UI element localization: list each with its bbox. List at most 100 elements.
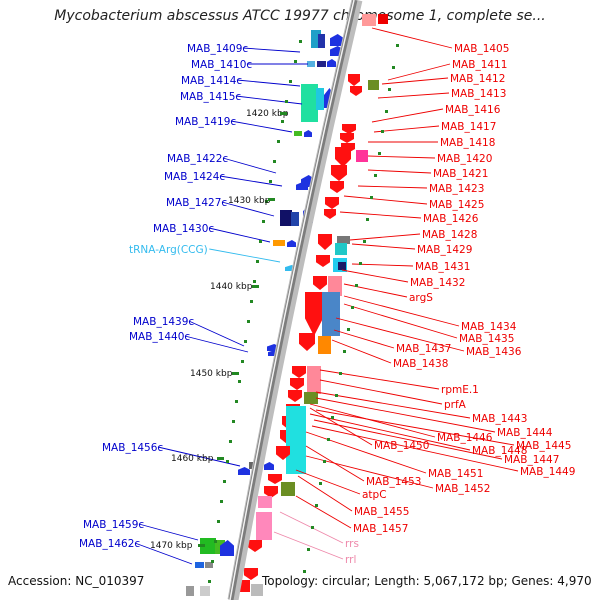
plus-strand-gene-arrow[interactable] [276, 446, 290, 460]
gene-label-right[interactable]: MAB_1411 [452, 59, 507, 71]
gene-label-right[interactable]: MAB_1425 [429, 199, 484, 211]
gene-label-right[interactable]: MAB_1431 [415, 261, 470, 273]
gene-label-right[interactable]: MAB_1446 [437, 432, 493, 444]
minus-strand-gene[interactable] [200, 586, 210, 596]
gene-label-left[interactable]: MAB_1419c [175, 116, 236, 128]
minus-strand-gene[interactable] [200, 538, 216, 554]
gene-label-right[interactable]: MAB_1417 [441, 121, 496, 133]
gene-label-left[interactable]: MAB_1462c [79, 538, 140, 550]
gene-label-left[interactable]: MAB_1409c [187, 43, 248, 55]
plus-strand-gene[interactable] [337, 236, 350, 244]
minus-strand-gene-arrow[interactable] [287, 240, 296, 247]
gene-label-left[interactable]: MAB_1456c [102, 442, 163, 454]
plus-strand-gene-arrow[interactable] [292, 366, 306, 378]
gene-label-left[interactable]: MAB_1427c [166, 197, 227, 209]
gene-label-right[interactable]: MAB_1428 [422, 229, 477, 241]
plus-strand-gene[interactable] [318, 336, 331, 354]
gene-label-right[interactable]: MAB_1447 [504, 454, 559, 466]
plus-strand-gene[interactable] [368, 80, 379, 90]
minus-strand-gene[interactable] [317, 61, 326, 67]
gene-label-right[interactable]: MAB_1438 [393, 358, 448, 370]
gene-label-right[interactable]: MAB_1457 [353, 523, 408, 535]
gene-label-right[interactable]: MAB_1448 [472, 445, 527, 457]
gene-label-left[interactable]: MAB_1422c [167, 153, 228, 165]
minus-strand-gene[interactable] [195, 562, 204, 568]
rrna-label[interactable]: rrl [345, 554, 356, 566]
plus-strand-gene-arrow[interactable] [324, 209, 336, 219]
gene-label-right[interactable]: rpmE.1 [441, 384, 479, 396]
gene-label-left[interactable]: MAB_1414c [181, 75, 242, 87]
plus-strand-gene-arrow[interactable] [318, 234, 332, 250]
gene-label-right[interactable]: MAB_1413 [451, 88, 506, 100]
plus-strand-gene[interactable] [322, 292, 340, 336]
gene-label-right[interactable]: MAB_1444 [497, 427, 553, 439]
minus-strand-gene[interactable] [316, 88, 324, 110]
plus-strand-gene-arrow[interactable] [342, 124, 356, 134]
plus-strand-gene-arrow[interactable] [268, 474, 282, 484]
gene-label-right[interactable]: MAB_1429 [417, 244, 472, 256]
plus-strand-gene-arrow[interactable] [316, 255, 330, 267]
plus-strand-gene-arrow[interactable] [264, 486, 278, 498]
minus-strand-gene-arrow[interactable] [304, 130, 312, 137]
plus-strand-gene-arrow[interactable] [290, 378, 304, 390]
gene-label-right[interactable]: MAB_1432 [410, 277, 465, 289]
minus-strand-gene[interactable] [280, 210, 292, 226]
minus-strand-gene-arrow[interactable] [296, 182, 308, 190]
plus-strand-gene[interactable] [338, 262, 346, 270]
gene-label-right[interactable]: MAB_1405 [454, 43, 509, 55]
minus-strand-gene[interactable] [311, 30, 321, 48]
gene-label-right[interactable]: argS [409, 292, 433, 304]
gene-label-right[interactable]: MAB_1434 [461, 321, 517, 333]
gene-label-left[interactable]: MAB_1410c [191, 59, 252, 71]
gene-label-right[interactable]: prfA [444, 399, 467, 411]
gene-label-left[interactable]: MAB_1424c [164, 171, 225, 183]
minus-strand-gene[interactable] [318, 34, 325, 48]
gene-label-left[interactable]: MAB_1459c [83, 519, 144, 531]
gene-label-right[interactable]: MAB_1445 [516, 440, 571, 452]
minus-strand-gene-arrow[interactable] [220, 540, 234, 556]
minus-strand-gene[interactable] [307, 61, 315, 67]
minus-strand-gene-arrow[interactable] [330, 34, 344, 46]
gene-label-right[interactable]: atpC [362, 489, 387, 501]
gene-label-right[interactable]: MAB_1451 [428, 468, 483, 480]
gene-label-right[interactable]: MAB_1452 [435, 483, 490, 495]
rrna-label[interactable]: rrs [345, 538, 359, 550]
gene-label-right[interactable]: MAB_1435 [459, 333, 514, 345]
gene-label-right[interactable]: MAB_1453 [366, 476, 421, 488]
gene-label-right[interactable]: MAB_1455 [354, 506, 409, 518]
plus-strand-gene[interactable] [281, 482, 295, 496]
plus-strand-gene[interactable] [256, 512, 272, 540]
minus-strand-gene[interactable] [294, 131, 302, 136]
plus-strand-gene[interactable] [307, 366, 321, 394]
plus-strand-gene-arrow[interactable] [288, 390, 302, 402]
plus-strand-gene-arrow[interactable] [244, 568, 258, 580]
gene-label-right[interactable]: MAB_1443 [472, 413, 527, 425]
plus-strand-gene-arrow[interactable] [299, 333, 315, 351]
plus-strand-gene[interactable] [328, 276, 342, 296]
plus-strand-gene-arrow[interactable] [331, 165, 347, 181]
plus-strand-gene[interactable] [356, 150, 368, 162]
plus-strand-gene-arrow[interactable] [325, 197, 339, 209]
gene-label-left[interactable]: MAB_1439c [133, 316, 194, 328]
gene-label-right[interactable]: MAB_1418 [440, 137, 495, 149]
plus-strand-gene[interactable] [251, 584, 263, 596]
minus-strand-gene[interactable] [205, 562, 213, 568]
plus-strand-gene-arrow[interactable] [348, 74, 360, 86]
plus-strand-gene[interactable] [240, 580, 250, 592]
minus-strand-gene[interactable] [301, 84, 318, 122]
plus-strand-gene-arrow[interactable] [313, 276, 327, 290]
gene-label-right[interactable]: MAB_1436 [466, 346, 522, 358]
plus-strand-gene[interactable] [362, 14, 376, 26]
plus-strand-gene[interactable] [286, 406, 306, 474]
gene-label-right[interactable]: MAB_1426 [423, 213, 479, 225]
minus-strand-gene[interactable] [273, 240, 285, 246]
plus-strand-gene-arrow[interactable] [340, 133, 354, 143]
gene-label-right[interactable]: MAB_1423 [429, 183, 484, 195]
plus-strand-gene-arrow[interactable] [305, 292, 323, 336]
gene-label-right[interactable]: MAB_1449 [520, 466, 575, 478]
plus-strand-gene[interactable] [335, 243, 347, 255]
gene-label-right[interactable]: MAB_1412 [450, 73, 505, 85]
minus-strand-gene-arrow[interactable] [264, 462, 274, 470]
gene-label-right[interactable]: MAB_1421 [433, 168, 488, 180]
gene-label-left[interactable]: MAB_1415c [180, 91, 241, 103]
